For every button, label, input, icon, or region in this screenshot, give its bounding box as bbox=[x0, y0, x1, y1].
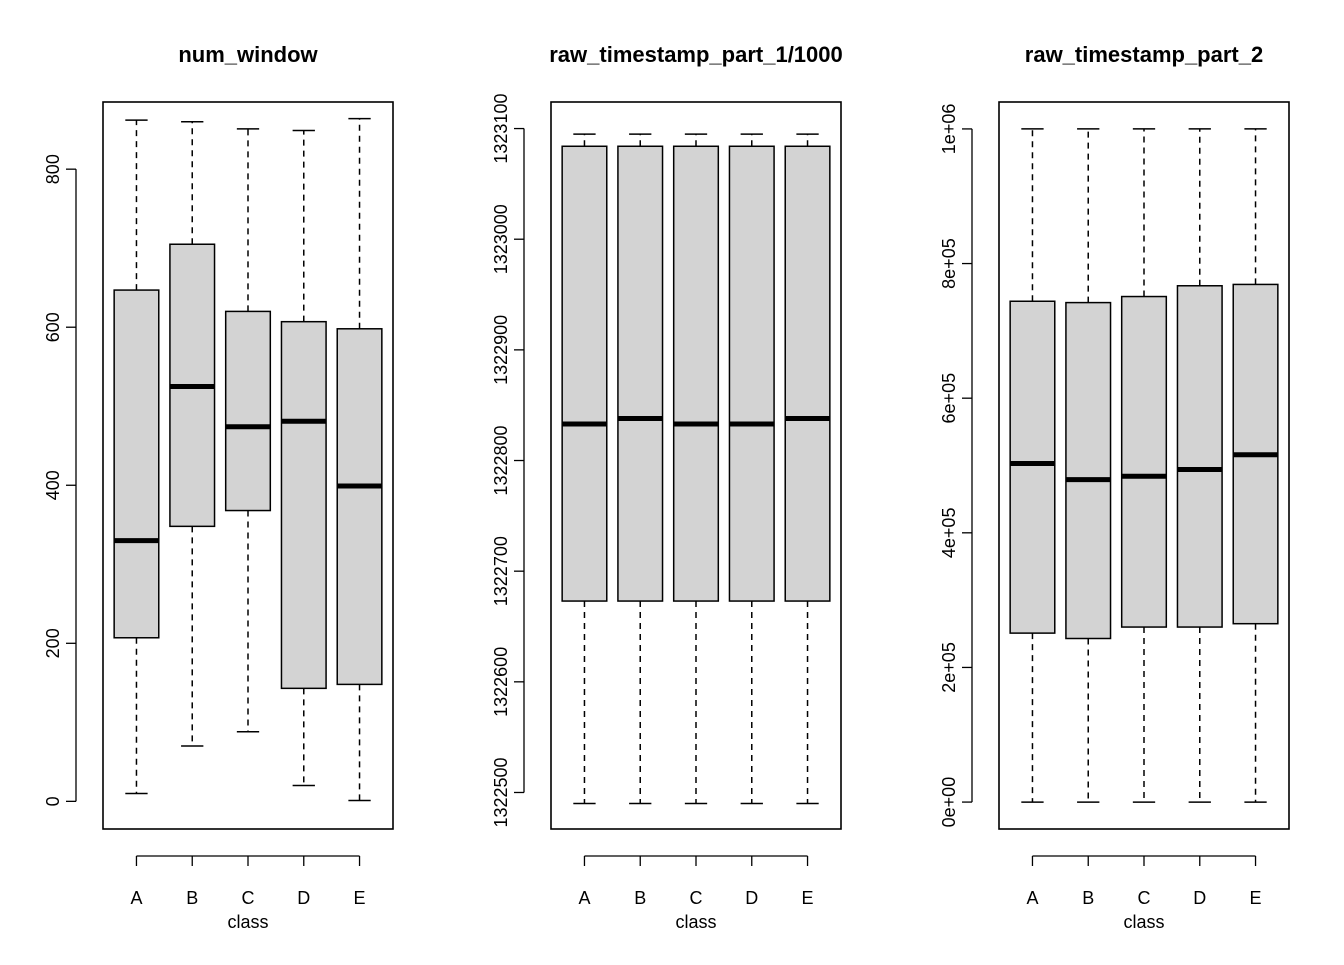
iqr-box bbox=[224, 310, 272, 512]
x-axis-title: class bbox=[227, 912, 268, 932]
iqr-box bbox=[1120, 295, 1168, 628]
box-A bbox=[1009, 128, 1056, 803]
box-B bbox=[1065, 128, 1112, 803]
y-tick-label: 1322700 bbox=[491, 536, 511, 606]
y-tick-label: 8e+05 bbox=[939, 238, 959, 289]
y-tick-label: 1322800 bbox=[491, 425, 511, 495]
box-D bbox=[280, 129, 327, 787]
y-tick-label: 1322500 bbox=[491, 757, 511, 827]
x-tick-label: D bbox=[297, 888, 310, 908]
panel-3: raw_timestamp_part_2 0e+00 2e+05 4e+05 6e+05… bbox=[939, 42, 1290, 932]
x-tick-label: C bbox=[242, 888, 255, 908]
plot-frame bbox=[102, 101, 394, 830]
x-tick-label: D bbox=[745, 888, 758, 908]
x-tick-label: E bbox=[802, 888, 814, 908]
x-tick-label: A bbox=[1026, 888, 1038, 908]
panel-2: raw_timestamp_part_1/1000 1322500 1322600 1… bbox=[491, 42, 843, 932]
iqr-box bbox=[1009, 300, 1056, 634]
y-tick-label: 1e+06 bbox=[939, 104, 959, 155]
box-A bbox=[561, 133, 608, 805]
x-tick-label: C bbox=[690, 888, 703, 908]
box-E bbox=[784, 133, 831, 805]
y-tick-label: 1323000 bbox=[491, 204, 511, 274]
y-tick-label: 1322900 bbox=[491, 315, 511, 385]
panel-title: raw_timestamp_part_2 bbox=[1025, 42, 1263, 67]
box-B bbox=[617, 133, 664, 805]
y-tick-label: 1323100 bbox=[491, 94, 511, 164]
y-tick-label: 6e+05 bbox=[939, 373, 959, 424]
y-tick-label: 1322600 bbox=[491, 647, 511, 717]
y-tick-label: 0e+00 bbox=[939, 777, 959, 828]
panel-title: raw_timestamp_part_1/1000 bbox=[549, 42, 843, 67]
y-tick-label: 4e+05 bbox=[939, 508, 959, 559]
box-C bbox=[672, 133, 720, 805]
plot-frame bbox=[550, 101, 842, 830]
box-E bbox=[336, 117, 383, 802]
iqr-box bbox=[280, 320, 327, 690]
x-tick-label: B bbox=[634, 888, 646, 908]
iqr-box bbox=[1065, 301, 1112, 640]
iqr-box bbox=[561, 145, 608, 602]
x-tick-label: E bbox=[354, 888, 366, 908]
x-tick-label: E bbox=[1250, 888, 1262, 908]
box-C bbox=[224, 128, 272, 733]
x-tick-label: D bbox=[1193, 888, 1206, 908]
box-D bbox=[728, 133, 775, 805]
y-tick-label: 2e+05 bbox=[939, 642, 959, 693]
iqr-box bbox=[617, 145, 664, 602]
box-A bbox=[113, 119, 160, 795]
y-tick-label: 600 bbox=[43, 312, 63, 342]
x-tick-label: B bbox=[186, 888, 198, 908]
iqr-box bbox=[672, 145, 720, 602]
x-tick-label: B bbox=[1082, 888, 1094, 908]
x-axis-title: class bbox=[1123, 912, 1164, 932]
y-tick-label: 0 bbox=[43, 796, 63, 806]
iqr-box bbox=[728, 145, 775, 602]
box-E bbox=[1232, 128, 1279, 803]
panel-title: num_window bbox=[178, 42, 318, 67]
y-tick-label: 800 bbox=[43, 154, 63, 184]
plot-frame bbox=[998, 101, 1290, 830]
iqr-box bbox=[336, 328, 383, 686]
y-tick-label: 200 bbox=[43, 628, 63, 658]
x-axis-title: class bbox=[675, 912, 716, 932]
box-D bbox=[1176, 128, 1223, 803]
x-tick-label: C bbox=[1138, 888, 1151, 908]
y-tick-label: 400 bbox=[43, 470, 63, 500]
box-C bbox=[1120, 128, 1168, 803]
x-tick-label: A bbox=[130, 888, 142, 908]
iqr-box bbox=[1176, 285, 1223, 628]
x-tick-label: A bbox=[578, 888, 590, 908]
iqr-box bbox=[784, 145, 831, 602]
iqr-box bbox=[113, 289, 160, 639]
box-B bbox=[169, 121, 216, 747]
